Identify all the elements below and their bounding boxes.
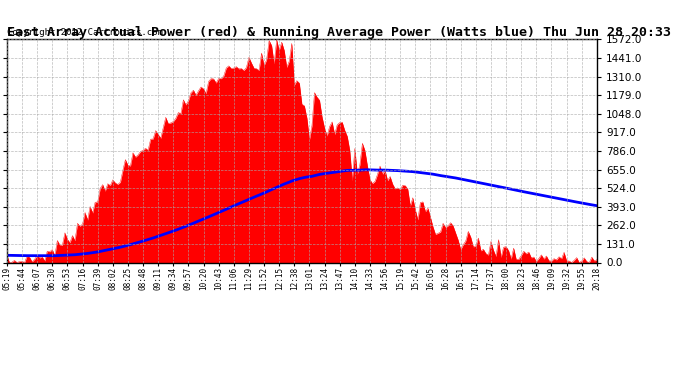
Text: East Array Actual Power (red) & Running Average Power (Watts blue) Thu Jun 28 20: East Array Actual Power (red) & Running … [7,26,671,39]
Text: Copyright 2012 Cartronics.com: Copyright 2012 Cartronics.com [7,28,163,37]
